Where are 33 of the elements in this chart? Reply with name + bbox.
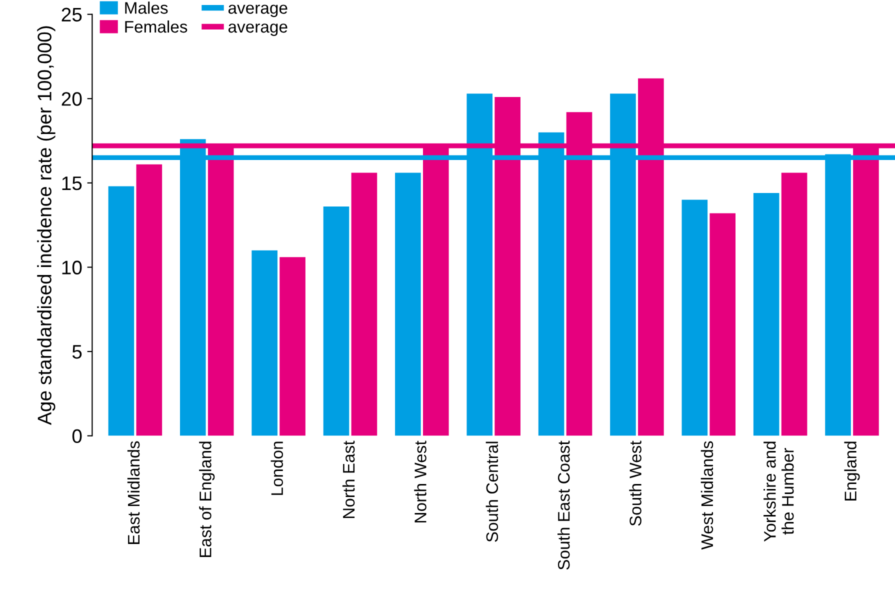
x-tick-label: West Midlands bbox=[700, 441, 714, 550]
y-tick-label: 5 bbox=[72, 345, 82, 359]
x-tick-label: England bbox=[844, 442, 860, 500]
bar bbox=[280, 257, 306, 436]
legend-label: Females bbox=[125, 20, 188, 33]
x-tick-label: North East bbox=[342, 440, 355, 518]
bar bbox=[710, 213, 736, 436]
y-tick-label: 15 bbox=[62, 176, 82, 190]
y-tick-label: 20 bbox=[62, 92, 82, 106]
x-tick-label: South East Coast bbox=[558, 440, 570, 570]
y-axis-title: Age standardised incidence rate (per 100,000) bbox=[37, 26, 56, 425]
x-tick-label: South Central bbox=[486, 442, 498, 542]
bar bbox=[682, 200, 708, 436]
legend-label: Males bbox=[125, 2, 168, 14]
legend-label: average bbox=[228, 24, 288, 36]
x-tick-label: East Midlands bbox=[127, 441, 140, 544]
bar bbox=[108, 186, 134, 436]
y-tick-label: 10 bbox=[62, 260, 82, 274]
x-tick-label: South West bbox=[629, 440, 642, 526]
legend-label: average bbox=[228, 4, 288, 18]
bar bbox=[395, 172, 421, 436]
y-tick-label: 0 bbox=[72, 429, 82, 444]
bar bbox=[753, 193, 780, 436]
bar bbox=[781, 172, 808, 436]
bar bbox=[323, 206, 350, 436]
bar bbox=[351, 172, 378, 436]
x-tick-label: North West bbox=[414, 440, 426, 522]
x-tick-label: Yorkshire and the Humber bbox=[764, 442, 794, 542]
x-tick-label: East of England bbox=[199, 442, 215, 557]
bar bbox=[136, 164, 162, 436]
x-tick-label: London bbox=[270, 442, 284, 495]
y-tick-label: 25 bbox=[62, 8, 82, 22]
bar bbox=[252, 250, 278, 436]
